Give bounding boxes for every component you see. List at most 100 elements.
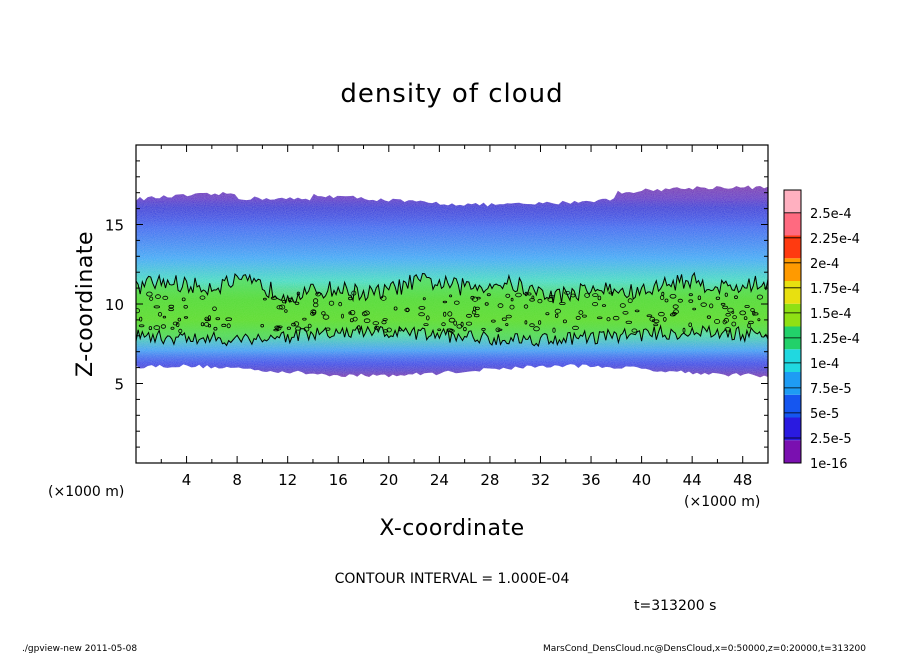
contour-speck [453,320,458,326]
contour-speck [537,320,542,325]
footer-right: MarsCond_DensCloud.nc@DensCloud,x=0:5000… [543,644,866,654]
contour-speck [307,323,312,329]
contour-speck [425,315,430,321]
colorbar-label: 1e-4 [810,357,839,372]
contour-speck [398,328,402,332]
contour-speck [200,322,205,327]
y-tick-label: 15 [105,217,124,235]
contour-speck [734,295,738,300]
contour-speck [260,324,265,328]
contour-speck [714,318,721,324]
colorbar-swatch [784,190,801,213]
x-axis-ticks: 4 8 12 16 20 24 28 32 36 40 44 48 [160,145,752,489]
contour-speck [448,317,456,323]
contour-speck [453,300,460,305]
contour-speck [153,325,161,330]
contour-speck [677,298,683,303]
contour-speck [724,327,731,332]
contour-speck [213,326,218,331]
x-tick-label: 4 [182,471,192,489]
colorbar-label: 7.5e-5 [810,382,852,397]
contour-speck [357,325,361,330]
x-tick-label: 16 [329,471,348,489]
contour-speck [437,328,442,332]
cloud-core-fill [136,273,768,346]
contour-speck [495,327,501,333]
contour-speck [575,315,581,320]
colorbar-swatch [784,440,801,463]
contour-speck [447,311,453,317]
contour-speck [547,297,554,302]
contour-speck [372,321,379,326]
contour-speck [183,304,188,309]
contour-speck [446,328,454,332]
contour-speck [562,319,567,324]
contour-speck [341,313,344,319]
y-tick-label: 5 [114,376,124,394]
colorbar-swatch [784,372,801,395]
contour-speck [608,291,613,295]
contour-speck [361,311,368,317]
contour-speck [601,304,607,307]
contour-speck [349,318,354,323]
x-tick-label: 48 [733,471,752,489]
contour-speck [226,323,231,329]
contour-speck [148,326,153,331]
contour-speck [293,321,300,327]
contour-speck [382,318,388,321]
contour-speck [524,291,528,297]
colorbar-swatch [784,258,801,281]
contour-speck [748,320,754,325]
contour-speck [348,296,353,301]
contour-speck [441,322,446,327]
colorbar-swatch [784,281,801,304]
x-tick-label: 28 [480,471,499,489]
contour-speck [215,317,221,321]
contour-speck [443,311,447,317]
contour-speck [310,311,316,316]
y-axis-ticks: 5 10 15 [105,160,768,448]
contour-speck [625,320,632,324]
contour-speck [612,315,620,321]
contour-speck [505,323,509,327]
colorbar-label: 2.5e-4 [810,207,852,222]
contour-speck [552,327,556,333]
contour-speck [720,302,726,306]
contour-speck [303,326,310,332]
contour-speck [669,293,677,299]
contour-speck [295,326,302,331]
contour-speck [313,302,319,308]
contour-speck [724,292,728,297]
contour-speck [627,298,633,304]
contour-speck [149,296,154,301]
contour-speck [582,314,587,318]
contour-speck [181,297,186,302]
contour-speck [465,313,472,318]
contour-speck [322,314,330,320]
contour-speck [294,301,300,305]
x-tick-label: 12 [278,471,297,489]
contour-speck [463,326,467,332]
contour-speck [160,324,166,329]
colorbar-swatch [784,417,801,441]
contour-speck [505,293,511,298]
colorbar-swatch [784,349,801,372]
contour-speck [465,321,473,326]
contour-speck [338,301,343,307]
contour-speck [671,311,677,316]
colorbar-swatch [784,394,801,418]
contour-speck [688,299,694,303]
y-axis-label: Z-coordinate [73,231,98,377]
contour-speck [328,300,335,306]
x-tick-label: 8 [232,471,242,489]
contour-speck [497,303,504,308]
contour-speck [584,292,590,298]
contour-speck [157,311,163,317]
contour-speck [578,310,584,315]
contour-speck [177,317,181,322]
contour-speck [756,294,764,300]
contour-speck [527,292,532,296]
contour-speck [752,312,759,316]
contour-speck [178,328,183,334]
colorbar-label: 2.5e-5 [810,432,852,447]
